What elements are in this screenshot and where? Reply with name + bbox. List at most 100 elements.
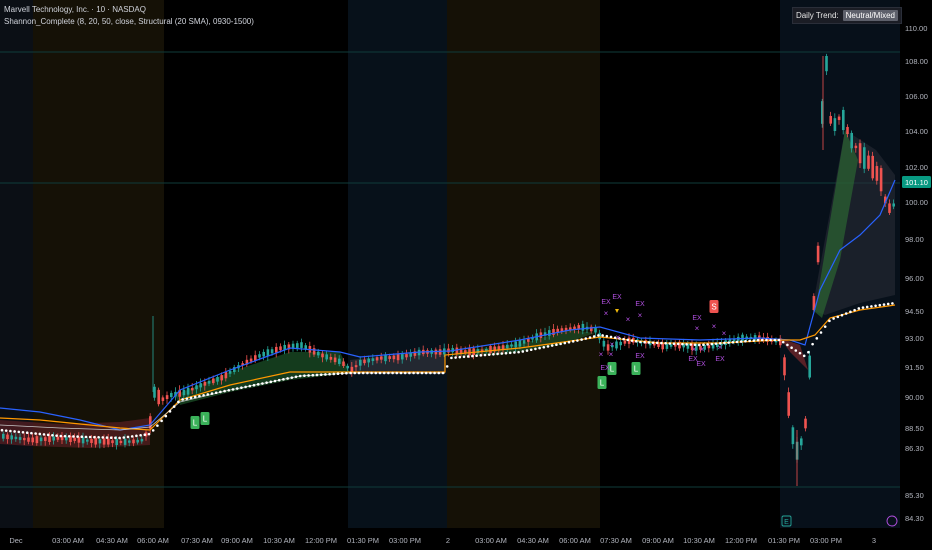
candle-body bbox=[392, 355, 396, 360]
trail-dot bbox=[836, 315, 840, 319]
trail-dot bbox=[710, 342, 714, 346]
candle-body bbox=[52, 436, 55, 441]
trail-dot bbox=[118, 436, 121, 440]
candle-body bbox=[102, 438, 106, 445]
indicator-title[interactable]: Shannon_Complete (8, 20, 50, close, Stru… bbox=[4, 17, 254, 26]
candle-body bbox=[842, 109, 845, 131]
candle-body bbox=[60, 436, 64, 441]
trail-dot bbox=[731, 340, 735, 344]
trail-dot bbox=[580, 338, 583, 341]
trail-dot bbox=[319, 373, 323, 377]
candle-body bbox=[863, 147, 866, 169]
candle-body bbox=[291, 343, 295, 349]
trail-dot bbox=[286, 377, 289, 380]
trail-dot bbox=[861, 306, 865, 309]
candle-body bbox=[283, 344, 286, 351]
trail-dot bbox=[387, 371, 390, 375]
trail-dot bbox=[164, 414, 168, 418]
candle-body bbox=[371, 358, 375, 362]
trail-dot bbox=[563, 341, 567, 345]
candle-body bbox=[867, 155, 870, 169]
trail-dot bbox=[664, 341, 667, 345]
trail-dot bbox=[445, 365, 449, 368]
trail-dot bbox=[504, 351, 508, 355]
candle-body bbox=[191, 388, 194, 391]
candle-body bbox=[140, 438, 144, 442]
candle-body bbox=[182, 389, 186, 396]
trail-dot bbox=[534, 347, 537, 351]
candle-body bbox=[98, 439, 102, 444]
exit-cross-marker: × bbox=[712, 322, 717, 331]
candle-body bbox=[812, 296, 816, 310]
trail-dot bbox=[177, 400, 180, 404]
candle-body bbox=[203, 381, 207, 386]
candle-body bbox=[157, 389, 160, 405]
trail-dot bbox=[744, 339, 747, 343]
trail-dot bbox=[4, 429, 8, 432]
trail-dot bbox=[9, 429, 12, 433]
trail-dot bbox=[765, 338, 768, 342]
warning-triangle-icon bbox=[615, 309, 619, 313]
trail-dot bbox=[601, 334, 604, 337]
trail-dot bbox=[437, 371, 441, 375]
candle-body bbox=[648, 340, 652, 346]
trail-dot bbox=[88, 435, 92, 439]
trail-dot bbox=[172, 405, 176, 408]
trail-dot bbox=[210, 392, 214, 395]
candle-body bbox=[321, 353, 324, 358]
trail-dot bbox=[777, 338, 781, 342]
candle-body bbox=[132, 439, 135, 444]
candle-body bbox=[128, 440, 131, 443]
candle-body bbox=[594, 327, 597, 333]
trail-dot bbox=[882, 303, 886, 306]
trail-dot bbox=[492, 352, 495, 356]
candle-body bbox=[678, 341, 681, 349]
signal-label: S bbox=[711, 303, 716, 312]
session-band bbox=[447, 0, 600, 528]
candle-body bbox=[375, 357, 379, 361]
y-tick-label: 108.00 bbox=[905, 57, 928, 66]
candle-body bbox=[174, 391, 177, 397]
trail-dot bbox=[30, 431, 33, 435]
trail-dot bbox=[214, 391, 218, 395]
trail-dot bbox=[769, 338, 772, 342]
trail-dot bbox=[357, 371, 361, 375]
candle-body bbox=[711, 342, 715, 349]
candle-body bbox=[590, 326, 593, 332]
trail-dot bbox=[517, 350, 520, 354]
candle-body bbox=[359, 359, 362, 366]
trail-dot bbox=[185, 397, 189, 400]
exit-label: EX bbox=[635, 353, 645, 360]
exit-label: EX bbox=[696, 361, 706, 368]
x-tick-label: 03:00 AM bbox=[52, 536, 84, 545]
candle-body bbox=[228, 370, 232, 374]
candle-body bbox=[619, 341, 622, 346]
trail-dot bbox=[126, 435, 130, 439]
trail-dot bbox=[391, 371, 394, 375]
candle-body bbox=[728, 339, 732, 344]
candle-body bbox=[413, 351, 417, 356]
signal-box bbox=[709, 300, 719, 313]
y-tick-label: 96.00 bbox=[905, 274, 924, 283]
trail-dot bbox=[739, 340, 743, 343]
trail-dot bbox=[828, 319, 831, 323]
trail-dot bbox=[382, 371, 386, 375]
trail-dot bbox=[798, 351, 802, 355]
candle-body bbox=[686, 343, 690, 349]
candle-body bbox=[149, 416, 152, 429]
trail-dot bbox=[735, 340, 739, 344]
x-tick-label: Dec bbox=[9, 536, 23, 545]
trail-dot bbox=[265, 381, 268, 384]
symbol-title[interactable]: Marvell Technology, Inc. · 10 · NASDAQ bbox=[4, 5, 146, 14]
candle-body bbox=[48, 435, 51, 442]
trail-dot bbox=[811, 342, 814, 346]
trail-dot bbox=[546, 345, 550, 348]
session-band bbox=[348, 0, 447, 528]
trail-dot bbox=[395, 371, 399, 375]
trail-dot bbox=[282, 378, 285, 381]
trail-dot bbox=[832, 317, 835, 320]
trail-dot bbox=[147, 432, 151, 436]
trail-dot bbox=[336, 372, 340, 376]
